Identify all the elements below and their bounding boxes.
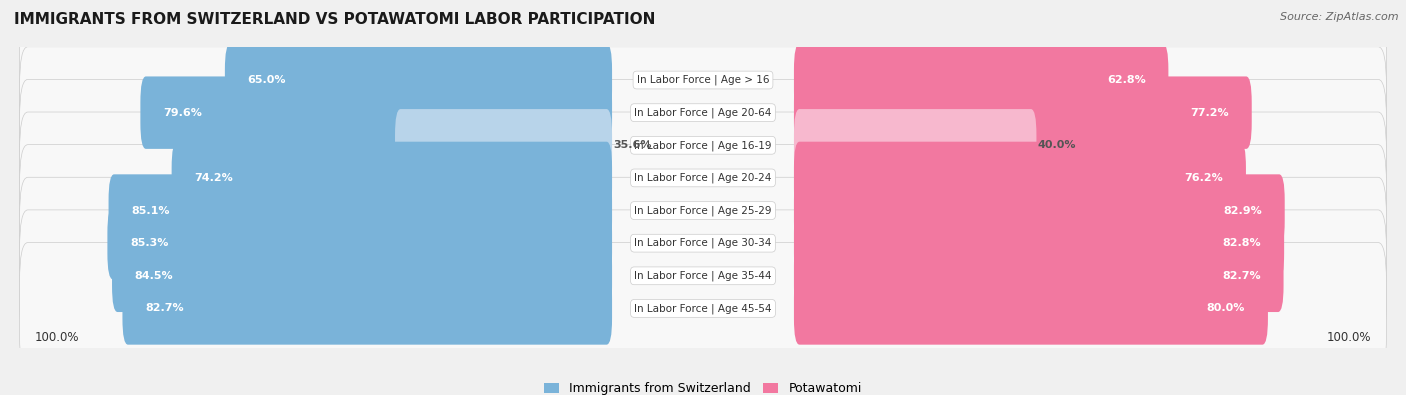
Text: 100.0%: 100.0% [1327,331,1371,344]
Text: 82.8%: 82.8% [1223,238,1261,248]
FancyBboxPatch shape [20,47,1386,179]
Text: Source: ZipAtlas.com: Source: ZipAtlas.com [1281,12,1399,22]
Text: 80.0%: 80.0% [1206,303,1246,314]
Text: In Labor Force | Age 25-29: In Labor Force | Age 25-29 [634,205,772,216]
Text: In Labor Force | Age 45-54: In Labor Force | Age 45-54 [634,303,772,314]
FancyBboxPatch shape [172,142,612,214]
FancyBboxPatch shape [794,77,1251,149]
Text: 35.6%: 35.6% [613,140,652,150]
FancyBboxPatch shape [20,177,1386,309]
Text: 82.7%: 82.7% [145,303,184,314]
Text: 77.2%: 77.2% [1191,108,1229,118]
FancyBboxPatch shape [225,44,612,116]
FancyBboxPatch shape [794,109,1036,182]
FancyBboxPatch shape [20,79,1386,211]
Text: 82.9%: 82.9% [1223,205,1263,216]
Text: 100.0%: 100.0% [35,331,79,344]
Text: 76.2%: 76.2% [1184,173,1223,183]
Text: In Labor Force | Age 30-34: In Labor Force | Age 30-34 [634,238,772,248]
FancyBboxPatch shape [794,272,1268,345]
FancyBboxPatch shape [794,44,1168,116]
FancyBboxPatch shape [20,14,1386,146]
FancyBboxPatch shape [20,112,1386,244]
FancyBboxPatch shape [20,243,1386,374]
FancyBboxPatch shape [141,77,612,149]
FancyBboxPatch shape [794,207,1284,279]
Text: 65.0%: 65.0% [247,75,285,85]
FancyBboxPatch shape [20,210,1386,342]
Text: IMMIGRANTS FROM SWITZERLAND VS POTAWATOMI LABOR PARTICIPATION: IMMIGRANTS FROM SWITZERLAND VS POTAWATOM… [14,12,655,27]
FancyBboxPatch shape [794,142,1246,214]
FancyBboxPatch shape [20,145,1386,276]
Text: 85.3%: 85.3% [131,238,169,248]
FancyBboxPatch shape [794,240,1284,312]
FancyBboxPatch shape [112,240,612,312]
Text: In Labor Force | Age 20-24: In Labor Force | Age 20-24 [634,173,772,183]
Text: In Labor Force | Age 20-64: In Labor Force | Age 20-64 [634,107,772,118]
FancyBboxPatch shape [108,174,612,247]
Text: In Labor Force | Age 35-44: In Labor Force | Age 35-44 [634,271,772,281]
Text: 74.2%: 74.2% [194,173,233,183]
Text: 79.6%: 79.6% [163,108,202,118]
FancyBboxPatch shape [794,174,1285,247]
Text: In Labor Force | Age 16-19: In Labor Force | Age 16-19 [634,140,772,150]
Text: 82.7%: 82.7% [1222,271,1261,281]
Text: 84.5%: 84.5% [135,271,173,281]
Legend: Immigrants from Switzerland, Potawatomi: Immigrants from Switzerland, Potawatomi [544,382,862,395]
FancyBboxPatch shape [107,207,612,279]
Text: 62.8%: 62.8% [1107,75,1146,85]
Text: 40.0%: 40.0% [1038,140,1077,150]
FancyBboxPatch shape [395,109,612,182]
Text: 85.1%: 85.1% [131,205,170,216]
Text: In Labor Force | Age > 16: In Labor Force | Age > 16 [637,75,769,85]
FancyBboxPatch shape [122,272,612,345]
